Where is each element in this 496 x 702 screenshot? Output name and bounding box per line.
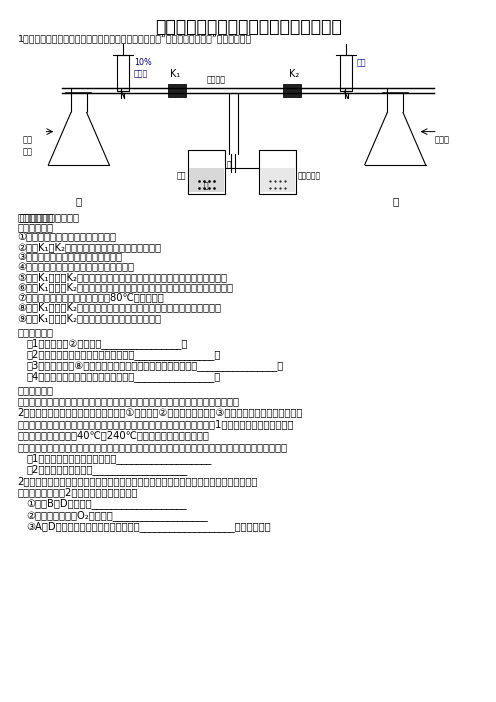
Text: （3）在实验步骤⑧中，具支试管中氧气已经排尽的实验现象是________________。: （3）在实验步骤⑧中，具支试管中氧气已经排尽的实验现象是____________… (26, 360, 284, 371)
Text: ③将实验所需药品加入对应的仪器中；: ③将实验所需药品加入对应的仪器中； (17, 252, 123, 262)
Text: 甲: 甲 (76, 197, 82, 206)
Text: 《实验目的》: 《实验目的》 (17, 212, 54, 222)
Text: 探究可燃物燃烧的条件: 探究可燃物燃烧的条件 (19, 212, 79, 222)
Text: 《问题解答》: 《问题解答》 (17, 327, 54, 337)
Text: （4）能看到白磷燃烧起来的实验步骤是________________。: （4）能看到白磷燃烧起来的实验步骤是________________。 (26, 371, 221, 382)
Text: 盐酸: 盐酸 (357, 58, 367, 67)
Bar (189, 168, 224, 192)
Text: 《实验步骤》: 《实验步骤》 (17, 222, 54, 232)
Text: 白磷: 白磷 (177, 171, 186, 180)
Text: K₁: K₁ (170, 69, 180, 79)
Text: ⑧打开K₁，关闭K₂，往装置甲中加入适量双氧水，氧气进入具支试管中；: ⑧打开K₁，关闭K₂，往装置甲中加入适量双氧水，氧气进入具支试管中； (17, 303, 222, 312)
Bar (259, 150, 296, 194)
Text: （1）实验步骤②的目的是________________。: （1）实验步骤②的目的是________________。 (26, 338, 187, 349)
Bar (188, 150, 225, 194)
Text: 科学探究《燃烧的条件与灭火原理探究》: 科学探究《燃烧的条件与灭火原理探究》 (155, 18, 341, 36)
Text: （2）烧杯中水的作用是___________________: （2）烧杯中水的作用是___________________ (26, 464, 187, 475)
Text: 水: 水 (227, 161, 231, 170)
Text: 探究实验装置如图2所示的指出了下列问题：: 探究实验装置如图2所示的指出了下列问题： (17, 487, 138, 498)
Text: K₂: K₂ (290, 69, 300, 79)
Text: 和红磷的着火点分别是40℃、240℃，观察到的实验现象如下：: 和红磷的着火点分别是40℃、240℃，观察到的实验现象如下： (17, 430, 209, 440)
Text: 化锤: 化锤 (22, 147, 32, 156)
Text: ⑥关闭K₁，打开K₂，往装置乙中加入适量的盐酸，二氧化碳进入具支试管中；: ⑥关闭K₁，打开K₂，往装置乙中加入适量的盐酸，二氧化碳进入具支试管中； (17, 282, 234, 293)
Text: 具支试管: 具支试管 (206, 75, 225, 84)
Text: 叫着火点）。为了探究这三个燃烧的条件，甲、乙两位同学分别设计了如图1所示的实验装置。已知白磷: 叫着火点）。为了探究这三个燃烧的条件，甲、乙两位同学分别设计了如图1所示的实验装… (17, 418, 294, 429)
Text: 双氧水: 双氧水 (134, 69, 148, 78)
Text: 乙: 乙 (392, 197, 398, 206)
Text: 淡清石灰水: 淡清石灰水 (298, 171, 321, 180)
Text: 实验探究一：下面是甲同学探究燃烧条件的实验，请你根据甲同学设计的实验图示回答下列有关问题：: 实验探究一：下面是甲同学探究燃烧条件的实验，请你根据甲同学设计的实验图示回答下列… (17, 442, 288, 452)
Bar (260, 168, 295, 192)
Text: ⑤打开K₁，关闭K₂，往装置甲中加入适量的双氧水，氧气进入具支试管中；: ⑤打开K₁，关闭K₂，往装置甲中加入适量的双氧水，氧气进入具支试管中； (17, 272, 228, 282)
Text: ③A～D中，可不做的（多余的）实验是___________________（填序号）。: ③A～D中，可不做的（多余的）实验是___________________（填序… (26, 521, 271, 531)
Text: 二氧: 二氧 (22, 135, 32, 144)
Text: ②能验证燃物需要O₂的现象是___________________: ②能验证燃物需要O₂的现象是___________________ (26, 510, 208, 520)
Bar (168, 84, 186, 98)
Text: （2）装置乙中发生反应的化学方程式是________________。: （2）装置乙中发生反应的化学方程式是________________。 (26, 349, 221, 360)
Text: ⑨关闭K₁，打开K₂，往装置乙中加入适量的盐酸。: ⑨关闭K₁，打开K₂，往装置乙中加入适量的盐酸。 (17, 312, 162, 323)
Bar (283, 84, 301, 98)
Bar (340, 55, 353, 91)
Text: 可燃物燃烧必须同时满足两个条件：可燃物与氧气接触；温度达到可燃物的着火点。: 可燃物燃烧必须同时满足两个条件：可燃物与氧气接触；温度达到可燃物的着火点。 (17, 397, 240, 406)
Text: 碳酸钓: 碳酸钓 (434, 135, 449, 144)
Text: 2、在通常情况下，燃烧需要三个条件：①可燃物；②氧气（或空气）；③达到燃烧所需的最低温度（也: 2、在通常情况下，燃烧需要三个条件：①可燃物；②氧气（或空气）；③达到燃烧所需的… (17, 408, 303, 418)
Text: 10%: 10% (134, 58, 151, 67)
Text: （1）铜片上红磷不燃烧，是因为___________________: （1）铜片上红磷不燃烧，是因为___________________ (26, 453, 212, 464)
Text: 1、在老师的指导下，化学兴趣小组利用下列装置进行了“可燃物燃烧的条件”的探究实验。: 1、在老师的指导下，化学兴趣小组利用下列装置进行了“可燃物燃烧的条件”的探究实验… (17, 34, 252, 43)
Text: ①将所需仪器按照装置图连接起来；: ①将所需仪器按照装置图连接起来； (17, 232, 117, 242)
Text: 2、同学经过实验和思考进一步了解，发现甲同学设计的实验对环境有害，同时设计了自己: 2、同学经过实验和思考进一步了解，发现甲同学设计的实验对环境有害，同时设计了自己 (17, 476, 258, 486)
Text: ①设计B、D的目的是___________________: ①设计B、D的目的是___________________ (26, 498, 187, 510)
Text: 《实验结论》: 《实验结论》 (17, 385, 54, 395)
Text: ②打开K₁和K₂，向上拉动任意一支注射器的活塞；: ②打开K₁和K₂，向上拉动任意一支注射器的活塞； (17, 242, 162, 252)
Text: 水: 水 (204, 181, 209, 190)
Text: ⑦将装有适量白磷的具支试管放入80℃的热水中；: ⑦将装有适量白磷的具支试管放入80℃的热水中； (17, 293, 164, 303)
Text: ④将装有适量白磷的具支试管放入冷水中；: ④将装有适量白磷的具支试管放入冷水中； (17, 263, 134, 272)
Bar (117, 55, 129, 91)
